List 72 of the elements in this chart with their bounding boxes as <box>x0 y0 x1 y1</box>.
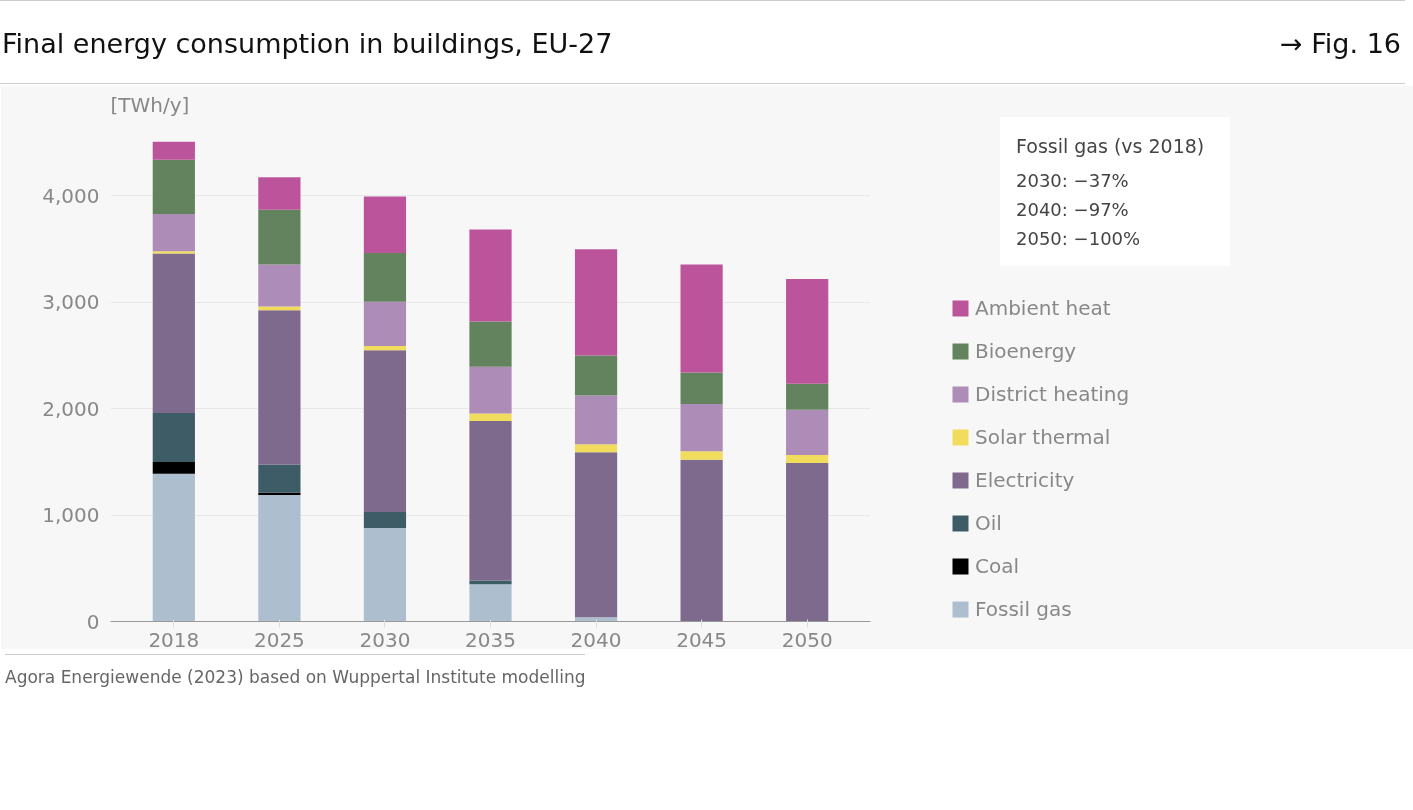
y-axis-title: [TWh/y] <box>110 92 190 117</box>
legend-label: Bioenergy <box>975 339 1077 363</box>
bar <box>258 494 301 622</box>
bar <box>786 462 829 622</box>
bar <box>574 249 618 356</box>
text: 2040: −97% <box>1016 197 1130 222</box>
legend-label: Ambient heat <box>975 296 1111 320</box>
bar <box>469 229 512 322</box>
bar <box>574 395 618 445</box>
legend-label: Coal <box>975 554 1020 578</box>
x-tick-label: 2030 <box>359 627 411 652</box>
text: 2030: −37% <box>1016 169 1130 194</box>
y-tick-label: 4,000 <box>42 183 100 208</box>
legend-label: District heating <box>975 382 1130 406</box>
chart-title: Final energy consumption in buildings, EU-27 <box>2 27 613 61</box>
bar <box>469 366 512 414</box>
legend-label: Fossil gas <box>975 597 1072 621</box>
bar <box>258 177 301 210</box>
x-tick-label: 2045 <box>676 627 728 652</box>
bar <box>574 452 618 618</box>
bar <box>152 251 195 254</box>
x-tick-label: 2035 <box>465 627 516 652</box>
text: → Fig. 16 <box>1280 27 1401 61</box>
text: 2050: −100% <box>1016 226 1142 251</box>
bar <box>574 444 618 453</box>
bar <box>363 345 407 351</box>
y-tick-label: 1,000 <box>42 503 100 528</box>
bar <box>152 141 195 160</box>
bar <box>469 413 512 421</box>
y-tick-label: 3,000 <box>42 290 100 315</box>
bar <box>363 527 407 622</box>
bar <box>363 252 407 302</box>
bar <box>152 253 195 413</box>
legend-label: Solar thermal <box>975 425 1111 449</box>
bar <box>258 310 301 465</box>
bar <box>680 451 723 460</box>
legend-label: Electricity <box>975 468 1075 492</box>
bar <box>152 214 195 252</box>
bar <box>152 473 195 622</box>
bar <box>786 455 829 463</box>
bar <box>786 278 829 384</box>
bar <box>258 464 301 493</box>
x-tick-label: 2040 <box>570 627 622 652</box>
bar <box>363 350 407 512</box>
x-tick-label: 2025 <box>253 627 305 652</box>
text: Fossil gas (vs 2018) <box>1016 134 1206 159</box>
bar <box>152 159 195 215</box>
bar <box>469 584 512 622</box>
bar <box>258 492 301 495</box>
y-tick-label: 0 <box>86 609 100 634</box>
bar <box>680 459 723 622</box>
bar <box>469 420 512 581</box>
bar <box>363 301 407 346</box>
bar <box>574 617 618 622</box>
bar <box>680 372 723 404</box>
bar <box>258 264 301 307</box>
bar <box>363 511 407 528</box>
bar <box>680 264 723 373</box>
y-tick-label: 2,000 <box>42 396 100 421</box>
x-tick-label: 2018 <box>148 627 200 652</box>
bar <box>786 409 829 456</box>
bar <box>574 355 618 396</box>
bar <box>258 209 301 265</box>
x-tick-label: 2050 <box>781 627 833 652</box>
bar <box>786 383 829 410</box>
text: Agora Energiewende (2023) based on Wuppertal Institute modelling <box>5 654 586 690</box>
legend-label: Oil <box>975 511 1002 535</box>
bar <box>469 321 512 367</box>
bar <box>680 403 723 452</box>
bar <box>152 412 195 462</box>
bar <box>152 461 195 474</box>
bar <box>363 196 407 253</box>
